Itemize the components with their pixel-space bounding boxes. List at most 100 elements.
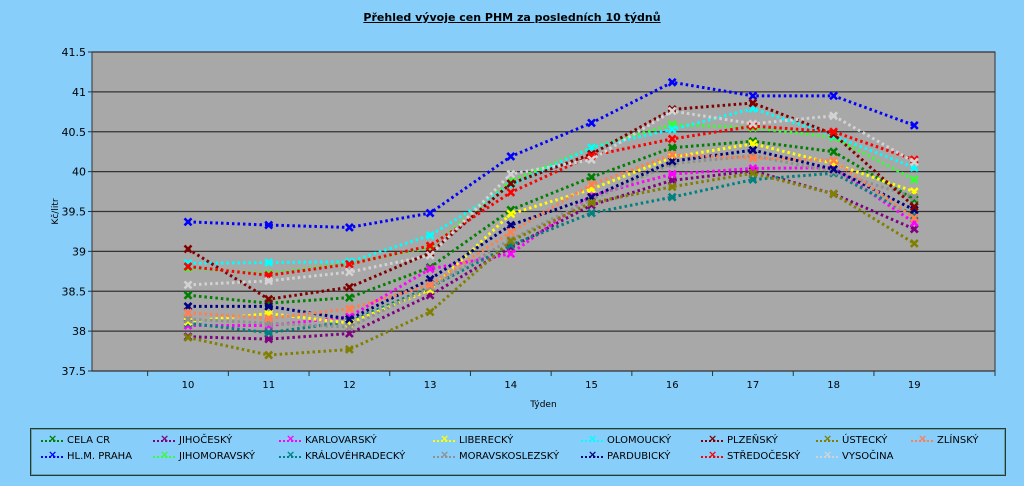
data-point [425, 264, 435, 274]
y-tick-label: 40.5 [62, 126, 87, 139]
data-point [344, 322, 354, 332]
legend-label: KRÁLOVÉHRADECKÝ [305, 451, 406, 462]
x-tick-label: 13 [424, 380, 437, 391]
data-point [587, 172, 596, 182]
x-tick-label: 18 [827, 380, 840, 391]
series-line [187, 153, 916, 320]
data-point [506, 227, 516, 237]
data-point [748, 168, 758, 178]
data-point [264, 313, 274, 323]
data-point [667, 150, 677, 160]
series-line [187, 142, 915, 325]
legend-item: ZLÍNSKÝ [911, 432, 979, 446]
legend-item: KARLOVARSKÝ [279, 432, 377, 446]
y-axis-label: Kč/litr [50, 198, 61, 224]
data-point [264, 220, 274, 230]
data-point [183, 308, 193, 318]
x-tick-label: 15 [585, 380, 598, 391]
data-point [829, 189, 839, 199]
legend-marker-icon [581, 448, 603, 461]
data-point [344, 282, 354, 292]
data-point [344, 293, 354, 303]
data-point [506, 169, 516, 179]
series-line [187, 154, 915, 329]
data-point [344, 267, 354, 277]
legend-marker-icon [701, 432, 723, 445]
legend-label: ÚSTECKÝ [842, 435, 888, 446]
legend-label: PARDUBICKÝ [607, 451, 671, 462]
data-point [829, 147, 839, 157]
y-tick-label: 40 [72, 166, 86, 179]
data-point [667, 134, 677, 144]
legend-item: HL.M. PRAHA [41, 448, 133, 462]
y-tick-label: 39.5 [62, 206, 87, 219]
data-point [909, 175, 919, 185]
legend-item: STŘEDOČESKÝ [701, 448, 800, 462]
data-point [506, 236, 516, 246]
data-point [909, 120, 919, 130]
data-point [667, 143, 677, 153]
data-point [829, 156, 839, 165]
data-point [748, 145, 758, 155]
series-line [187, 109, 916, 287]
legend-item: JIHOČESKÝ [153, 432, 233, 446]
data-point [909, 213, 919, 223]
x-tick-label: 17 [747, 380, 760, 391]
legend-label: PLZEŇSKÝ [727, 435, 778, 446]
x-axis-label: Týden [529, 400, 556, 410]
legend-marker-icon [279, 432, 301, 445]
data-point [506, 209, 516, 219]
series-line [187, 107, 915, 265]
data-point [506, 152, 516, 161]
x-tick-label: 14 [504, 380, 517, 391]
legend-item: PARDUBICKÝ [581, 448, 671, 462]
data-point [506, 187, 516, 197]
legend-marker-icon [41, 432, 63, 445]
data-point [425, 307, 435, 317]
data-point [344, 259, 354, 269]
legend-item: LIBERECKÝ [433, 432, 513, 446]
x-tick-label: 12 [343, 380, 356, 391]
data-point [264, 328, 274, 338]
data-point [829, 91, 839, 101]
data-point [829, 164, 839, 174]
legend-label: OLOMOUCKÝ [607, 435, 672, 446]
x-tick-label: 19 [908, 380, 921, 391]
series-line [187, 171, 915, 335]
series-line [187, 171, 916, 357]
series-line [187, 80, 915, 229]
series-line [187, 139, 916, 305]
legend-item: ÚSTECKÝ [816, 432, 888, 446]
data-point [748, 121, 758, 131]
legend-marker-icon [433, 448, 455, 461]
data-point [667, 169, 677, 179]
legend-label: MORAVSKOSLEZSKÝ [459, 451, 560, 462]
data-point [506, 249, 516, 259]
legend-item: KRÁLOVÉHRADECKÝ [279, 448, 406, 462]
data-point [667, 106, 677, 116]
y-tick-label: 41.5 [62, 46, 87, 59]
legend-item: OLOMOUCKÝ [581, 432, 672, 446]
data-point [587, 179, 596, 189]
legend-marker-icon [41, 448, 63, 461]
data-point [748, 98, 758, 108]
y-tick-label: 38 [72, 325, 86, 338]
data-point [587, 118, 596, 128]
data-point [829, 111, 839, 121]
data-point [748, 91, 758, 101]
data-point [425, 241, 435, 251]
data-point [183, 244, 193, 254]
data-point [264, 350, 274, 360]
data-point [344, 314, 354, 324]
data-point [425, 208, 435, 218]
y-tick-label: 38.5 [62, 285, 87, 298]
legend-marker-icon [433, 432, 455, 445]
legend-label: HL.M. PRAHA [67, 451, 133, 462]
legend-label: JIHOČESKÝ [179, 435, 233, 446]
data-point [909, 192, 919, 202]
data-point [264, 258, 274, 267]
data-point [183, 262, 193, 271]
data-point [748, 119, 758, 129]
y-tick-label: 37.5 [62, 365, 87, 378]
data-point [425, 280, 435, 290]
